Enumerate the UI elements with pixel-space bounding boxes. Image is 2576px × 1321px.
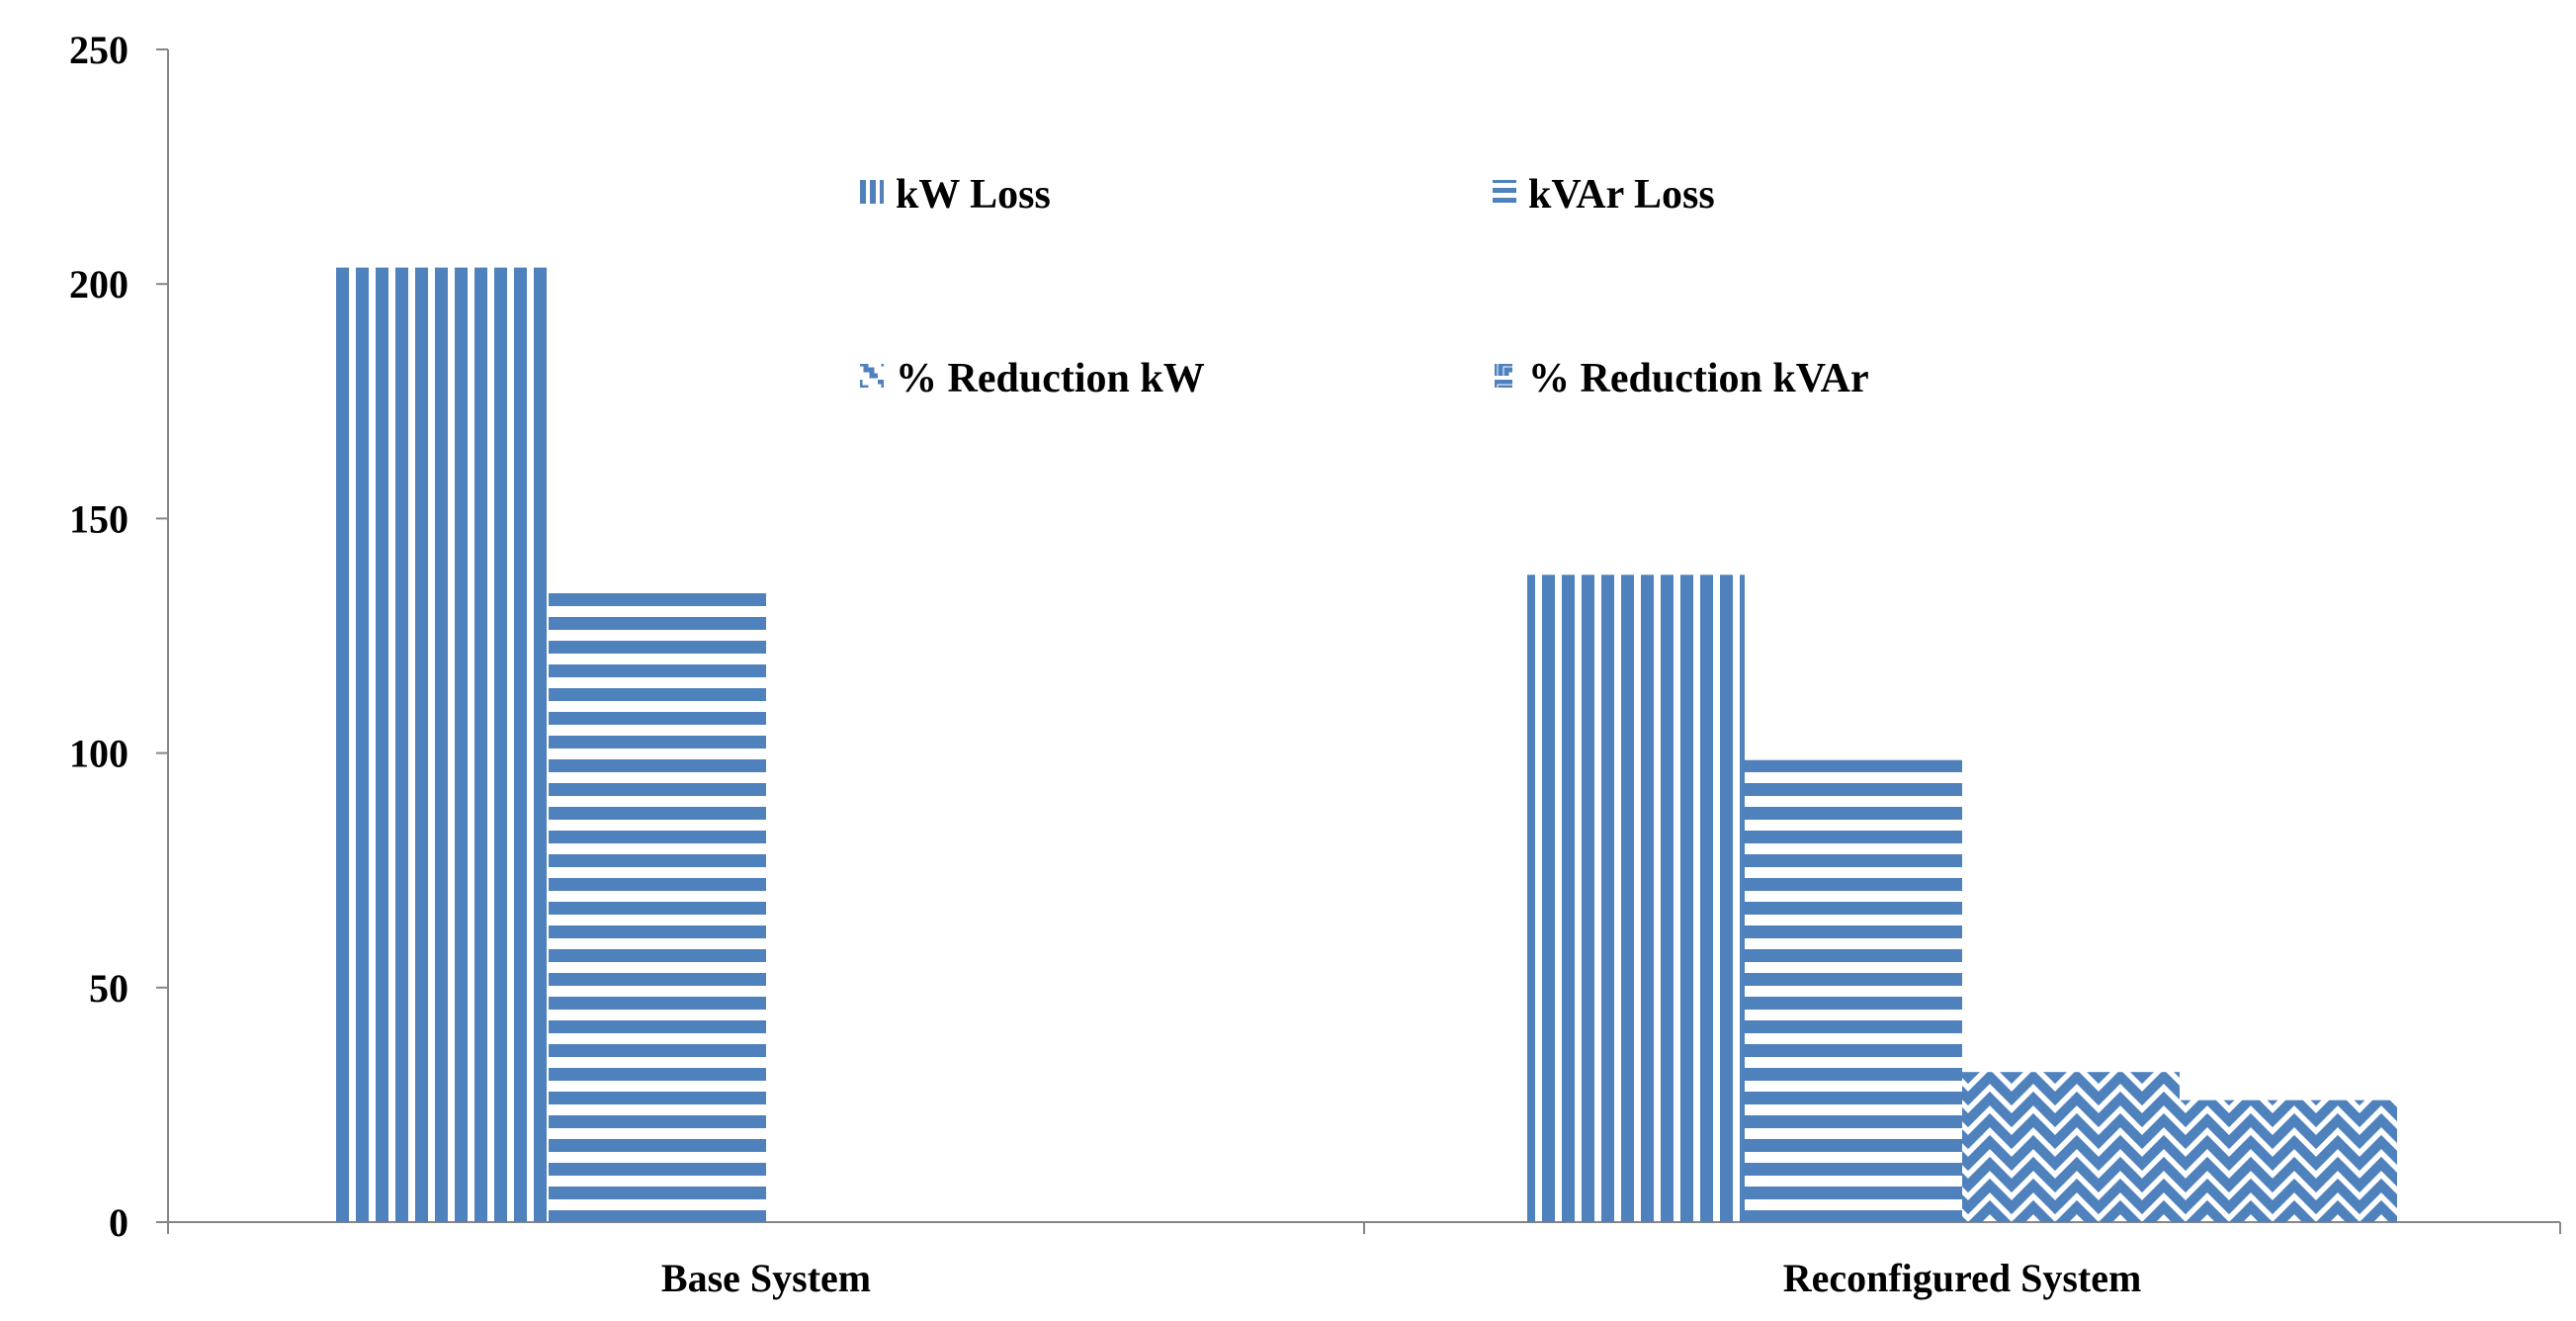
labels: 0 50 100 150 200 250 Base System Reconfigured S… xyxy=(69,28,2141,1300)
bar-reduction-kvar-1 xyxy=(2180,1100,2397,1222)
bar-kw-loss-0 xyxy=(331,267,549,1222)
y-tick-label: 150 xyxy=(69,496,129,541)
legend-label: kW Loss xyxy=(896,172,1051,218)
y-tick-label: 250 xyxy=(69,28,129,72)
y-tick-label: 100 xyxy=(69,732,129,776)
legend-label: kVAr Loss xyxy=(1528,172,1715,218)
x-category-label: Base System xyxy=(661,1256,871,1300)
legend-swatch xyxy=(1493,180,1516,204)
legend-item: % Reduction kVAr xyxy=(1493,356,1869,401)
legend-item: kW Loss xyxy=(860,172,1051,218)
legend-swatch xyxy=(1493,364,1516,388)
legend-item: kVAr Loss xyxy=(1493,172,1715,218)
bar-kw-loss-1 xyxy=(1527,574,1745,1222)
legend: kW Loss kVAr Loss % Reduction kW % Reductio… xyxy=(860,172,1869,401)
legend-label: % Reduction kVAr xyxy=(1528,356,1869,401)
legend-label: % Reduction kW xyxy=(896,356,1205,401)
x-category-label: Reconfigured System xyxy=(1783,1256,2142,1300)
bar-kvar-loss-0 xyxy=(549,590,766,1222)
y-tick-label: 200 xyxy=(69,262,129,307)
legend-swatch xyxy=(860,180,884,204)
bar-reduction-kw-1 xyxy=(1962,1072,2180,1222)
bar-kvar-loss-1 xyxy=(1745,759,1962,1222)
bars xyxy=(331,267,2397,1222)
y-tick-label: 50 xyxy=(89,966,129,1011)
legend-swatch xyxy=(860,364,884,388)
legend-item: % Reduction kW xyxy=(860,356,1205,401)
y-tick-label: 0 xyxy=(109,1200,129,1245)
